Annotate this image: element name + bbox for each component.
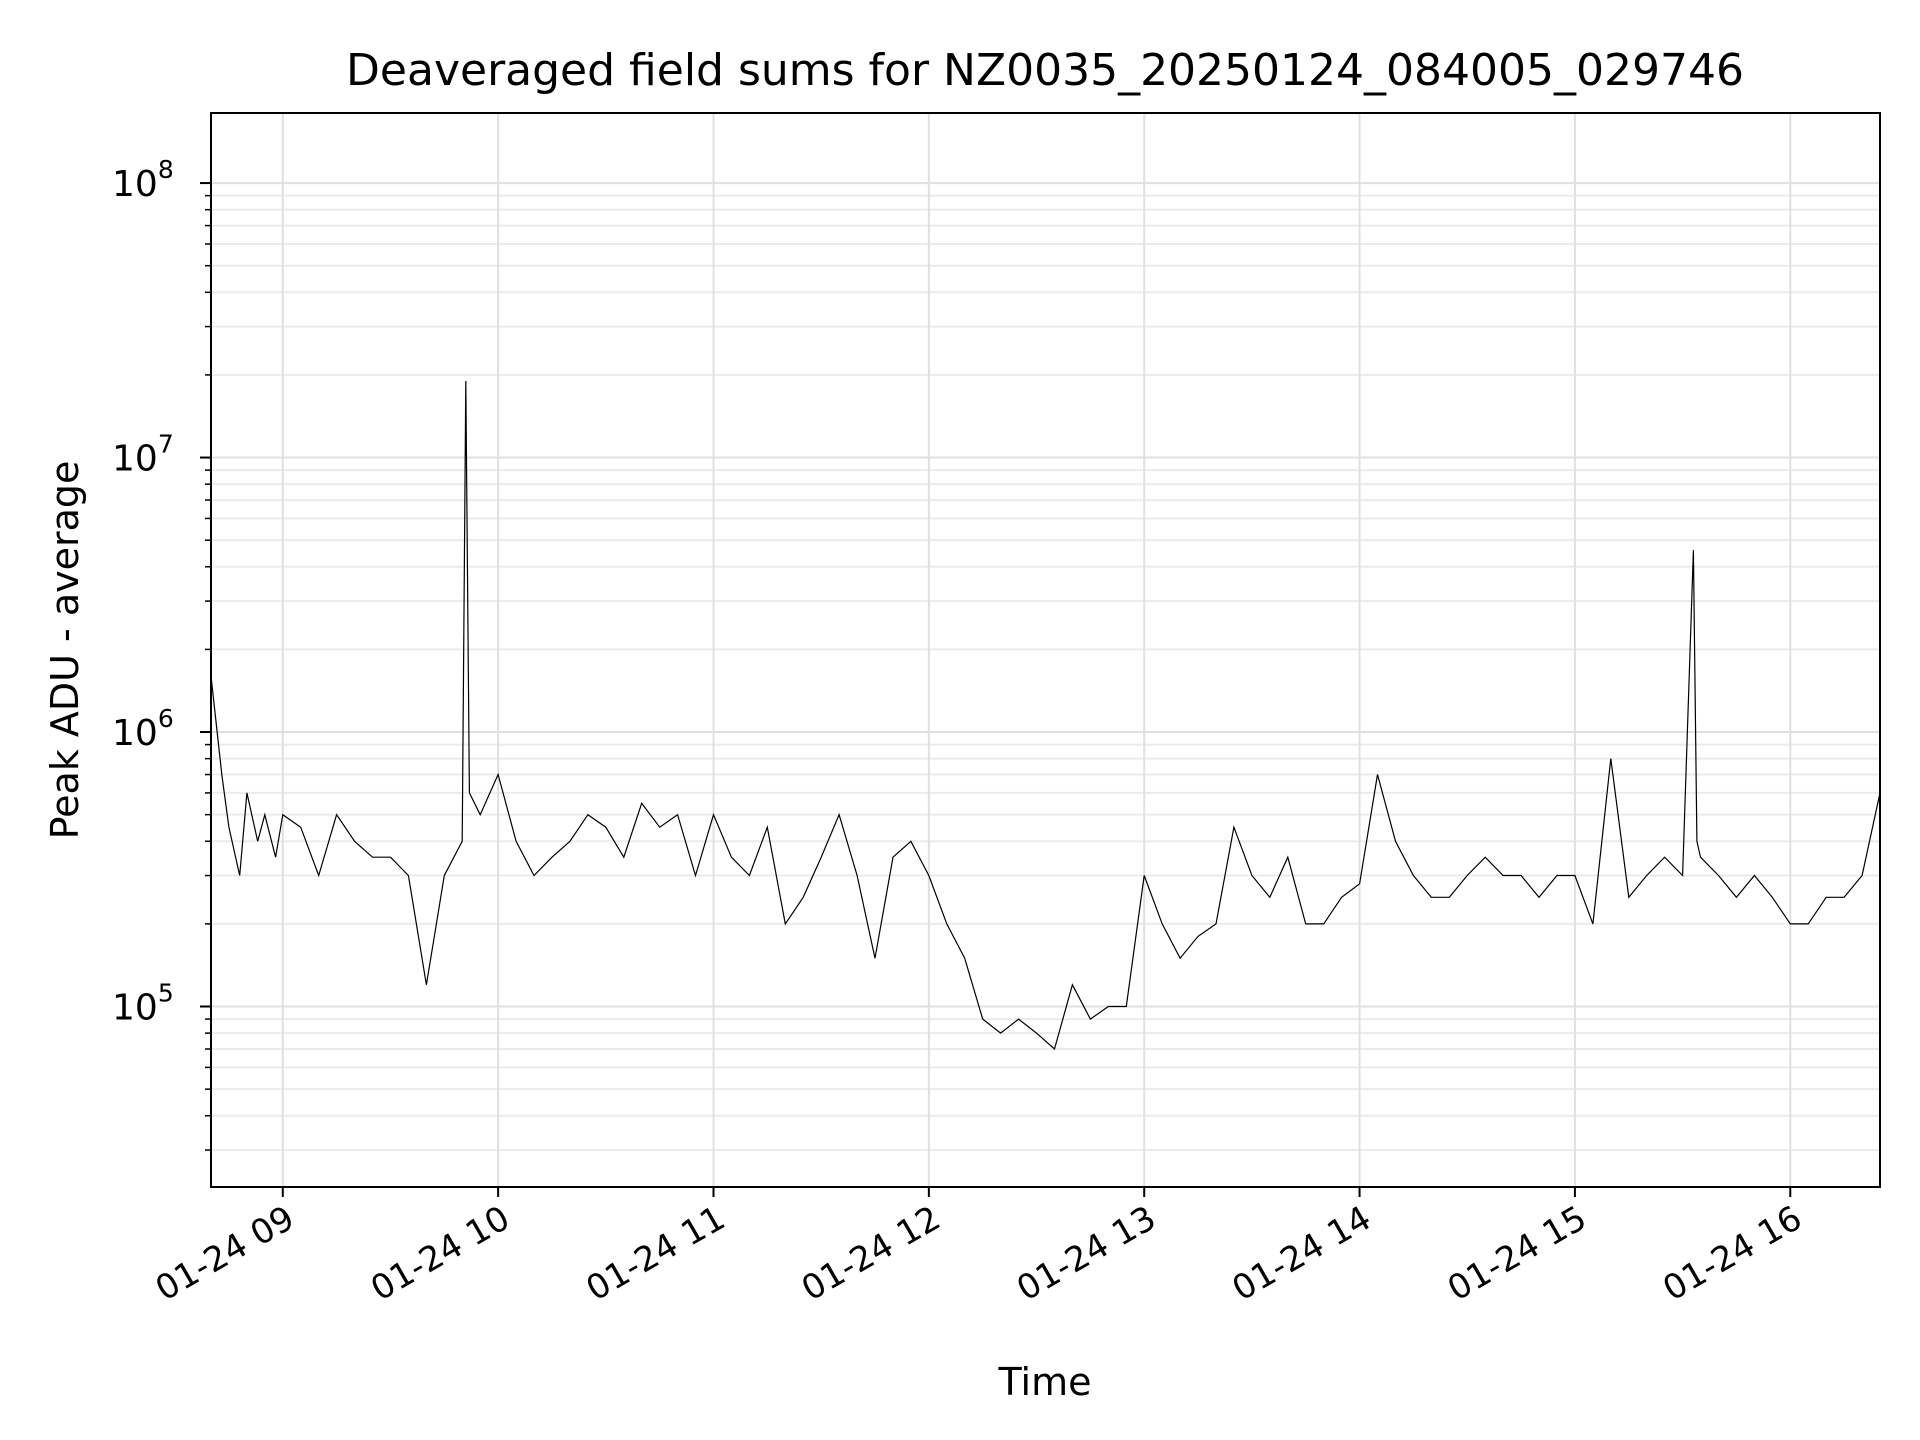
grid-minor-lines [211,194,1880,1152]
y-tick-exponent: 8 [158,155,174,184]
x-axis-label: Time [998,1360,1092,1404]
series-line [210,380,1881,1051]
y-tick-exponent: 6 [158,704,174,733]
data-series-line [210,380,1881,1051]
y-tick-exponent: 7 [158,430,174,459]
y-tick-label: 106 [112,704,174,754]
grid-major-lines [211,113,1880,1187]
chart-title: Deaveraged field sums for NZ0035_2025012… [346,45,1744,96]
y-axis-label: Peak ADU - average [43,461,87,840]
y-tick-exponent: 5 [158,979,174,1008]
y-tick-label: 108 [112,155,174,205]
